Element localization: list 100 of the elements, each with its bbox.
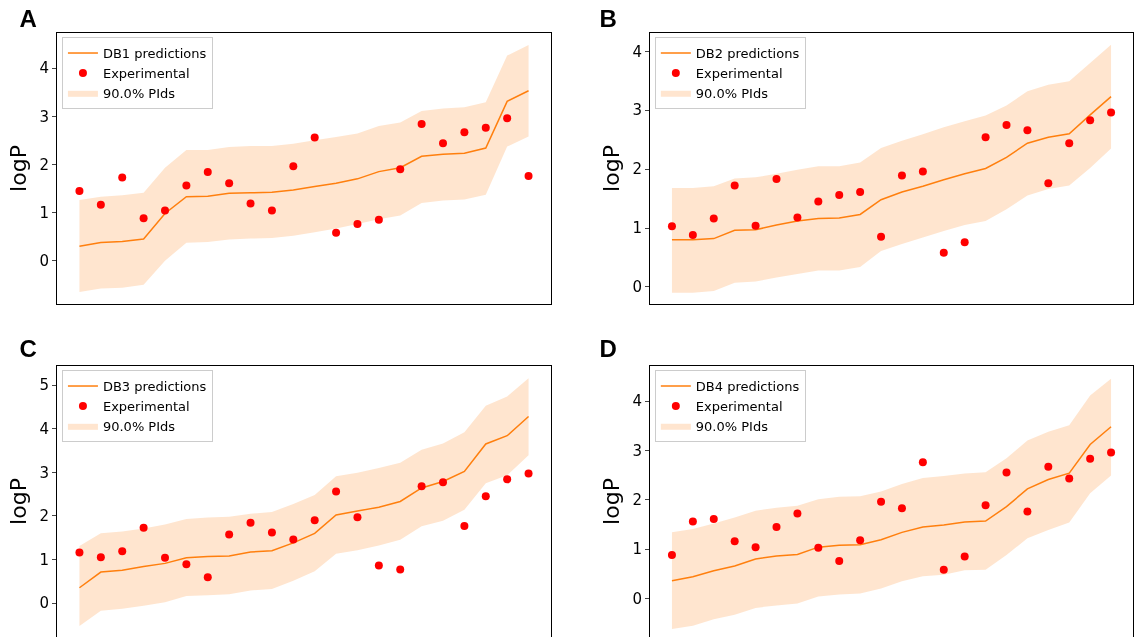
y-tick-label: 1 — [632, 219, 642, 238]
point — [289, 535, 298, 544]
point — [75, 186, 84, 195]
point — [246, 199, 255, 208]
y-tick-label: 2 — [39, 155, 49, 174]
y-tick-label: 1 — [39, 550, 49, 569]
point — [877, 232, 886, 241]
point — [161, 206, 169, 215]
point — [182, 181, 191, 190]
y-axis-title: logP — [599, 145, 625, 192]
chart-title: D — [599, 334, 617, 362]
point — [310, 516, 319, 525]
point — [897, 171, 906, 180]
point — [161, 553, 169, 562]
chart-title: A — [19, 4, 37, 32]
legend-label: Experimental — [102, 65, 190, 81]
point — [1107, 448, 1116, 457]
legend-label: DB1 predictions — [102, 46, 207, 62]
point — [897, 504, 906, 513]
point — [460, 521, 469, 530]
point — [1002, 120, 1011, 129]
y-tick-label: 0 — [632, 589, 642, 608]
point — [417, 482, 426, 491]
point — [709, 515, 718, 524]
point — [856, 188, 865, 197]
point — [203, 573, 212, 582]
point — [332, 228, 341, 237]
y-axis-title: logP — [6, 145, 32, 192]
line-series — [78, 415, 530, 589]
y-tick-label: 2 — [39, 507, 49, 526]
point — [772, 522, 781, 531]
point — [793, 509, 802, 518]
y-axis-title: logP — [6, 478, 32, 525]
point — [353, 220, 362, 229]
point — [417, 119, 426, 128]
legend-label: DB4 predictions — [695, 379, 800, 395]
point — [730, 181, 739, 190]
legend-label: Experimental — [102, 398, 190, 414]
point — [353, 513, 362, 522]
legend-label: Experimental — [695, 65, 783, 81]
y-axis-title: logP — [599, 478, 625, 525]
point — [1107, 108, 1116, 117]
point — [939, 565, 948, 574]
point — [835, 191, 844, 200]
y-tick-label: 4 — [39, 419, 49, 438]
point — [139, 214, 148, 223]
point — [730, 537, 739, 546]
point — [203, 168, 212, 177]
point — [374, 561, 383, 570]
point — [960, 552, 969, 561]
point — [1023, 507, 1032, 516]
y-tick-label: 1 — [632, 540, 642, 559]
point — [1023, 126, 1032, 135]
point — [267, 206, 276, 215]
y-tick-label: 4 — [632, 42, 642, 61]
legend-label: Experimental — [695, 398, 783, 414]
point — [118, 547, 127, 556]
point — [396, 565, 405, 574]
point — [688, 517, 697, 526]
point — [396, 165, 405, 174]
point — [267, 528, 276, 537]
line-series — [78, 90, 530, 247]
y-tick-label: 4 — [39, 59, 49, 78]
point — [246, 518, 255, 527]
point — [225, 179, 234, 188]
y-tick-label: 4 — [632, 392, 642, 411]
point — [856, 536, 865, 545]
y-tick-label: 2 — [632, 491, 642, 510]
point — [118, 173, 127, 182]
point — [96, 553, 105, 562]
point — [310, 133, 319, 142]
point — [667, 551, 676, 560]
point — [667, 222, 676, 231]
y-tick-label: 3 — [632, 441, 642, 460]
point — [793, 213, 802, 222]
chart-title: B — [599, 4, 617, 32]
point — [814, 543, 823, 552]
point — [877, 497, 886, 506]
point — [1044, 462, 1053, 471]
point — [289, 162, 298, 171]
point — [139, 523, 148, 532]
point — [918, 458, 927, 467]
point — [374, 215, 383, 224]
point — [503, 475, 512, 484]
point — [960, 238, 969, 247]
legend-label: DB3 predictions — [102, 379, 207, 395]
y-tick-label: 3 — [39, 107, 49, 126]
point — [751, 221, 760, 230]
point — [503, 114, 512, 123]
y-tick-label: 3 — [632, 101, 642, 120]
y-tick-label: 1 — [39, 203, 49, 222]
point — [1086, 116, 1095, 125]
point — [709, 214, 718, 223]
point — [332, 487, 341, 496]
point — [481, 492, 490, 501]
point — [1002, 468, 1011, 477]
point — [182, 560, 191, 569]
point — [439, 139, 447, 148]
point — [835, 556, 844, 565]
point — [460, 128, 469, 137]
